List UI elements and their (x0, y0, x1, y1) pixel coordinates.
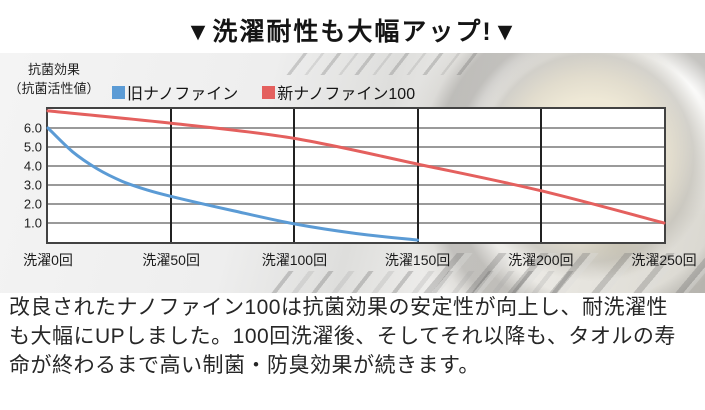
series-line (46, 126, 420, 242)
h-gridline (48, 127, 664, 129)
legend-item-new: 新ナノファイン100 (262, 80, 415, 104)
y-axis-label: 1.0 (23, 215, 42, 231)
line-chart (46, 109, 666, 242)
v-gridline (293, 109, 296, 242)
v-gridline (539, 109, 542, 242)
legend-label-new: 新ナノファイン100 (277, 86, 416, 103)
legend-swatch-old (112, 85, 125, 99)
plot-area (46, 107, 666, 244)
description-paragraph: 改良されたナノファイン100は抗菌効果の安定性が向上し、耐洗濯性 も大幅にUPし… (9, 293, 703, 380)
description-line-2: も大幅にUPしました。100回洗濯後、そしてそれ以降も、タオルの寿 (9, 325, 676, 348)
x-axis-label: 洗濯150回 (384, 252, 451, 268)
y-axis-label: 3.0 (23, 177, 42, 193)
chart-legend: 旧ナノファイン 新ナノファイン100 (112, 80, 415, 104)
chart-panel: 抗菌効果 （抗菌活性値） 旧ナノファイン 新ナノファイン100 6.0 5.0 4.… (0, 53, 705, 293)
h-gridline (48, 146, 664, 148)
y-axis-label: 4.0 (23, 158, 42, 174)
v-gridline (416, 109, 419, 242)
y-axis-label: 6.0 (23, 120, 42, 136)
x-axis-label: 洗濯200回 (508, 252, 574, 268)
y-axis-title: 抗菌効果 （抗菌活性値） (2, 61, 106, 99)
washing-machine-photo-background (271, 271, 579, 293)
h-gridline (48, 165, 664, 167)
v-gridline (170, 109, 173, 242)
y-axis-label: 2.0 (23, 196, 42, 212)
h-gridline (48, 203, 664, 205)
y-axis-label: 5.0 (23, 139, 42, 155)
description-line-3: 命が終わるまで高い制菌・防臭効果が続きます。 (9, 354, 480, 377)
y-axis-title-line2: （抗菌活性値） (8, 80, 100, 96)
x-axis-label: 洗濯100回 (261, 252, 328, 268)
page-title: ▼洗濯耐性も大幅アップ!▼ (185, 18, 520, 46)
legend-label-old: 旧ナノファイン (127, 86, 239, 103)
h-gridline (48, 222, 664, 224)
plot-grid (48, 109, 664, 242)
description-line-1: 改良されたナノファイン100は抗菌効果の安定性が向上し、耐洗濯性 (9, 296, 668, 319)
x-axis-label: 洗濯250回 (631, 252, 697, 268)
legend-swatch-new (262, 85, 276, 99)
y-axis-title-line1: 抗菌効果 (27, 62, 80, 77)
series-line (46, 109, 666, 225)
x-axis-label: 洗濯50回 (142, 252, 200, 268)
x-axis-label: 洗濯0回 (23, 252, 73, 268)
washing-machine-photo-background (286, 53, 489, 75)
legend-item-old: 旧ナノファイン (112, 80, 238, 104)
h-gridline (48, 184, 664, 186)
